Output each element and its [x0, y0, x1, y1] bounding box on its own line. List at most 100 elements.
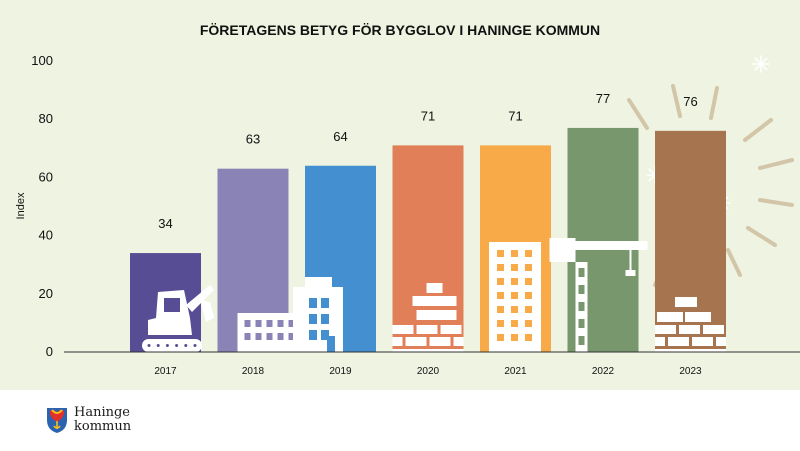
window [497, 278, 504, 285]
door [327, 336, 335, 352]
brick [655, 325, 676, 334]
brick [685, 312, 711, 322]
window [321, 298, 329, 308]
brick [426, 283, 443, 293]
brick [716, 337, 726, 346]
brick [416, 325, 438, 334]
y-tick-label: 60 [39, 169, 53, 184]
data-label: 77 [596, 91, 610, 106]
window [321, 314, 329, 324]
window [309, 330, 317, 340]
high-rise-icon [489, 242, 541, 352]
mast-gap [578, 336, 585, 345]
chart-title: FÖRETAGENS BETYG FÖR BYGGLOV I HANINGE K… [200, 22, 600, 38]
window [511, 292, 518, 299]
low-building-icon [237, 313, 301, 352]
data-label: 71 [508, 108, 522, 123]
window [497, 292, 504, 299]
brick [655, 337, 665, 346]
window [497, 250, 504, 257]
x-tick-label: 2020 [417, 366, 440, 377]
brick [655, 349, 726, 352]
logo-line-2: kommun [74, 419, 132, 434]
mast-gap [578, 268, 585, 277]
building-shape [237, 313, 301, 352]
data-label: 34 [158, 216, 172, 231]
brick [657, 312, 683, 322]
x-tick-label: 2022 [592, 366, 615, 377]
x-tick-label: 2018 [242, 366, 265, 377]
ray [671, 84, 682, 118]
window [511, 278, 518, 285]
window [525, 264, 532, 271]
brick [703, 325, 724, 334]
window [255, 320, 262, 327]
bar [392, 145, 464, 352]
window [288, 333, 295, 340]
window [321, 330, 329, 340]
y-tick-label: 20 [39, 286, 53, 301]
ray [758, 198, 794, 207]
ray [758, 158, 794, 170]
window [497, 306, 504, 313]
x-tick-label: 2021 [504, 366, 527, 377]
haninge-logo: Haninge kommun [46, 406, 131, 434]
y-tick-label: 80 [39, 111, 53, 126]
brick [416, 310, 457, 320]
coat-of-arms-icon [47, 408, 67, 433]
chart-panel: FÖRETAGENS BETYG FÖR BYGGLOV I HANINGE K… [0, 0, 800, 390]
window [525, 320, 532, 327]
sparkle-icon [752, 55, 770, 73]
mast-gap [578, 302, 585, 311]
mast-gap [578, 285, 585, 294]
crane-cable [629, 250, 632, 270]
crane-hook [625, 270, 636, 276]
window [525, 306, 532, 313]
brick [679, 325, 700, 334]
ray [746, 226, 777, 247]
y-tick-label: 40 [39, 228, 53, 243]
building-shape [305, 277, 332, 289]
y-tick-label: 0 [46, 344, 53, 359]
bars [130, 127, 726, 353]
crane-icon [549, 238, 648, 352]
window [277, 333, 284, 340]
ray [709, 86, 719, 120]
brick [675, 297, 697, 307]
window [497, 334, 504, 341]
crane-jib [551, 241, 648, 250]
window [288, 320, 295, 327]
window [511, 320, 518, 327]
window [277, 320, 284, 327]
x-tick-label: 2023 [679, 366, 702, 377]
window [511, 250, 518, 257]
brick [429, 337, 451, 346]
y-axis-label: Index [15, 192, 27, 219]
data-labels: 34 63 64 71 71 77 76 [158, 91, 697, 231]
bar-chart: FÖRETAGENS BETYG FÖR BYGGLOV I HANINGE K… [15, 22, 800, 377]
logo-line-1: Haninge [74, 405, 131, 420]
window [525, 278, 532, 285]
data-label: 71 [421, 108, 435, 123]
window [525, 334, 532, 341]
mast-gap [578, 319, 585, 328]
brick [692, 337, 713, 346]
window [266, 333, 273, 340]
brick [392, 349, 464, 352]
data-label: 64 [333, 129, 347, 144]
ray [726, 248, 742, 277]
window [244, 333, 251, 340]
y-tick-label: 100 [31, 53, 53, 68]
window [511, 306, 518, 313]
data-label: 63 [246, 132, 260, 147]
window [255, 333, 262, 340]
logo-text: Haninge kommun [74, 406, 131, 434]
brick [392, 325, 414, 334]
brick [392, 337, 403, 346]
brick [412, 296, 457, 306]
data-label: 76 [683, 94, 697, 109]
ray [627, 98, 649, 130]
x-tick-label: 2017 [154, 366, 177, 377]
brick [405, 337, 427, 346]
